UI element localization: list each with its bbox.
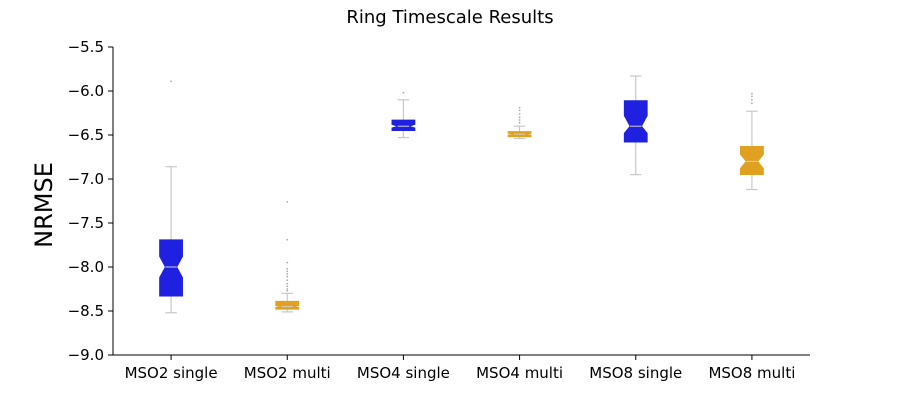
box-body (740, 146, 764, 176)
outlier-point (751, 102, 753, 105)
outlier-point (286, 200, 289, 203)
outlier-point (518, 106, 521, 109)
outlier-point (402, 91, 405, 94)
outlier-point (286, 267, 289, 270)
outlier-point (751, 95, 753, 98)
outlier-point (286, 261, 289, 264)
x-tick-label: MSO4 multi (476, 364, 563, 382)
outlier-point (286, 273, 289, 275)
box-body (159, 239, 183, 297)
box-2 (275, 200, 300, 313)
box-4 (507, 106, 532, 140)
x-tick-label: MSO2 single (125, 364, 218, 382)
y-tick-label: −5.5 (68, 38, 104, 56)
x-tick-label: MSO8 single (589, 364, 682, 382)
outlier-point (518, 116, 521, 119)
box-body (275, 300, 300, 310)
outlier-point (518, 119, 521, 121)
x-tick-label: MSO2 multi (244, 364, 331, 382)
y-tick-label: −6.5 (68, 126, 104, 144)
y-tick-label: −8.5 (68, 302, 104, 320)
outlier-point (286, 270, 289, 273)
x-axis-ticks: MSO2 single MSO2 multi MSO4 single MSO4 mul… (125, 355, 795, 382)
outlier-point (518, 121, 521, 124)
outlier-point (286, 279, 289, 282)
y-tick-label: −8.0 (68, 258, 104, 276)
y-tick-label: −9.0 (68, 346, 104, 364)
box-1 (159, 80, 183, 314)
box-series (159, 75, 764, 314)
outlier-point (751, 98, 753, 101)
box-body (623, 100, 648, 143)
box-5 (623, 75, 648, 176)
outlier-point (286, 288, 289, 290)
outlier-point (518, 112, 521, 115)
y-axis-ticks: −9.0 −8.5 −8.0 −7.5 −7.0 −6.5 −6.0 −5.5 (68, 38, 113, 364)
outlier-point (751, 92, 753, 95)
y-axis-label: NRMSE (30, 162, 58, 248)
box-body (391, 119, 416, 132)
outlier-point (286, 285, 289, 288)
outlier-point (518, 109, 521, 112)
y-tick-label: −7.0 (68, 170, 104, 188)
x-tick-label: MSO8 multi (708, 364, 795, 382)
y-tick-label: −6.0 (68, 82, 104, 100)
outlier-point (286, 282, 289, 285)
outlier-point (286, 289, 289, 292)
box-3 (391, 91, 416, 139)
outlier-point (170, 80, 172, 83)
outlier-point (286, 275, 289, 278)
chart-title: Ring Timescale Results (346, 7, 553, 28)
box-6 (740, 92, 764, 191)
x-tick-label: MSO4 single (357, 364, 450, 382)
y-tick-label: −7.5 (68, 214, 104, 232)
outlier-point (286, 238, 289, 241)
